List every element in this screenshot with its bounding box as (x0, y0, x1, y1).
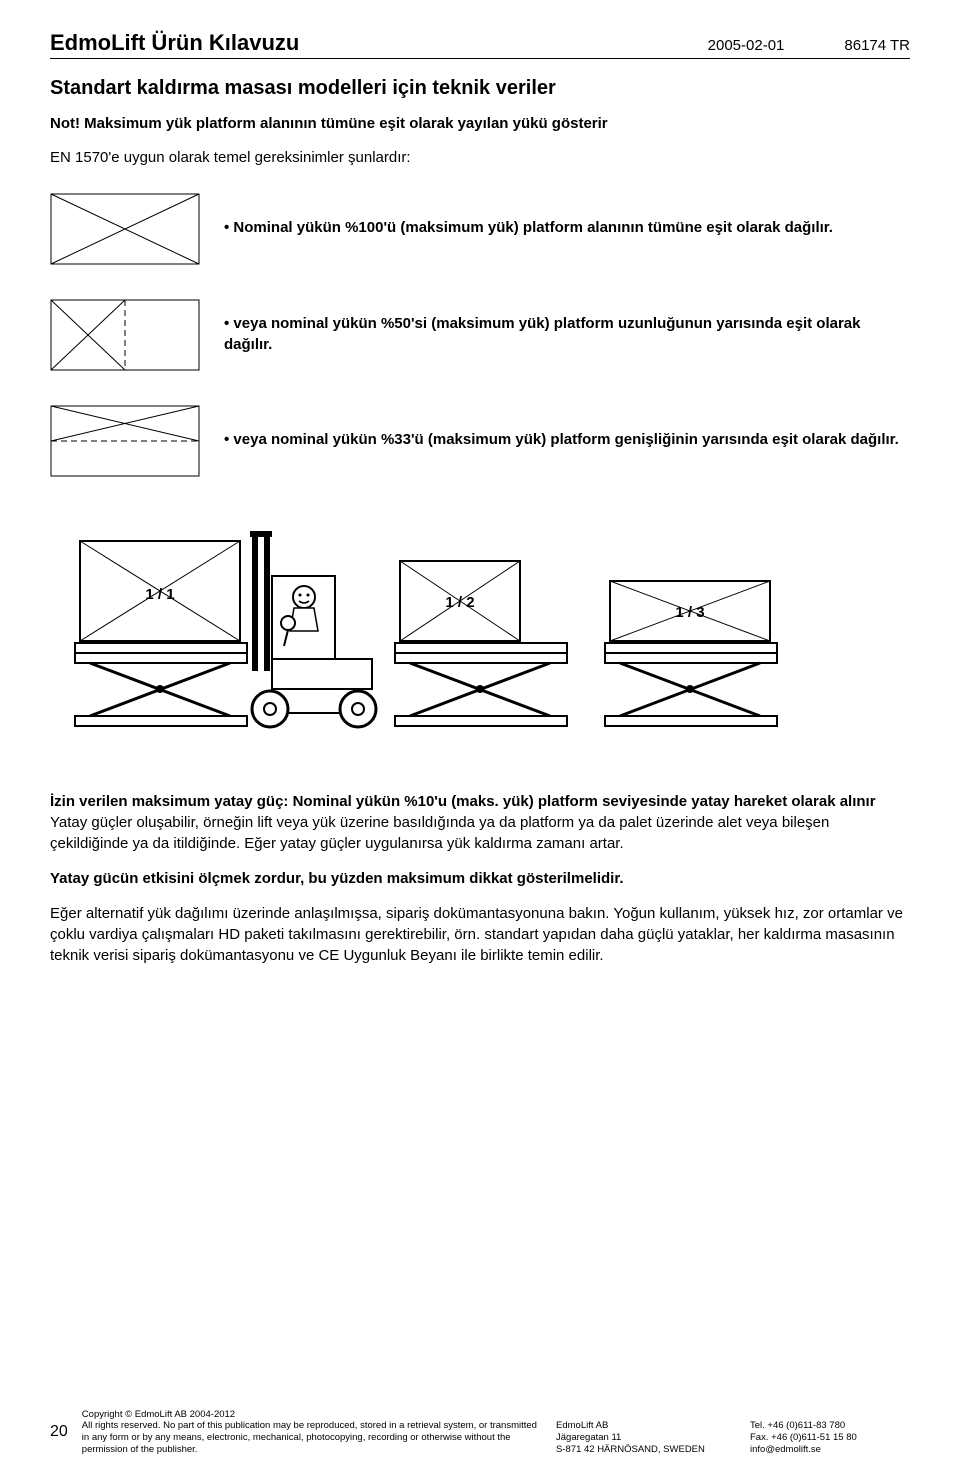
label-1-3: 1 / 3 (675, 604, 704, 621)
page-footer: 20 Copyright © EdmoLift AB 2004-2012 All… (50, 1409, 910, 1457)
doc-title: EdmoLift Ürün Kılavuzu (50, 30, 299, 56)
p1-bold: İzin verilen maksimum yatay güç: Nominal… (50, 793, 876, 810)
paragraph-horizontal-force: İzin verilen maksimum yatay güç: Nominal… (50, 791, 910, 854)
label-1-2: 1 / 2 (445, 594, 474, 611)
bullet-row-2: • veya nominal yükün %50'si (maksimum yü… (50, 299, 910, 371)
footer-addr2: S-871 42 HÄRNÖSAND, SWEDEN (556, 1444, 736, 1456)
bullet-1-text: • Nominal yükün %100'ü (maksimum yük) pl… (224, 218, 910, 238)
forklift-illustration: 1 / 1 (70, 511, 910, 751)
diagram-full-load-icon (50, 193, 200, 265)
footer-email: info@edmolift.se (750, 1444, 910, 1456)
doc-code: 86174 TR (844, 37, 910, 54)
bullet-row-3: • veya nominal yükün %33'ü (maksimum yük… (50, 405, 910, 477)
intro-plain: EN 1570'e uygun olarak temel gereksiniml… (50, 148, 910, 168)
paragraph-caution: Yatay gücün etkisini ölçmek zordur, bu y… (50, 868, 910, 889)
diagram-half-length-icon (50, 299, 200, 371)
bullet-row-1: • Nominal yükün %100'ü (maksimum yük) pl… (50, 193, 910, 265)
intro-note: Not! Maksimum yük platform alanının tümü… (50, 114, 910, 134)
paragraph-alt-load: Eğer alternatif yük dağılımı üzerinde an… (50, 903, 910, 966)
section-heading: Standart kaldırma masası modelleri için … (50, 77, 910, 100)
label-1-1: 1 / 1 (145, 586, 174, 603)
footer-tel: Tel. +46 (0)611-83 780 (750, 1420, 910, 1432)
footer-company: EdmoLift AB (556, 1420, 736, 1432)
page-number: 20 (50, 1422, 68, 1442)
footer-fax: Fax. +46 (0)611-51 15 80 (750, 1432, 910, 1444)
footer-copyright: Copyright © EdmoLift AB 2004-2012 All ri… (82, 1409, 542, 1457)
bullet-2-text: • veya nominal yükün %50'si (maksimum yü… (224, 314, 910, 355)
bullet-3-text: • veya nominal yükün %33'ü (maksimum yük… (224, 430, 910, 450)
p1-rest: Yatay güçler oluşabilir, örneğin lift ve… (50, 814, 829, 852)
footer-addr1: Jägaregatan 11 (556, 1432, 736, 1444)
diagram-half-width-icon (50, 405, 200, 477)
forklift-icon (250, 531, 376, 727)
page-header: EdmoLift Ürün Kılavuzu 2005-02-01 86174 … (50, 30, 910, 59)
doc-date: 2005-02-01 (708, 37, 785, 54)
